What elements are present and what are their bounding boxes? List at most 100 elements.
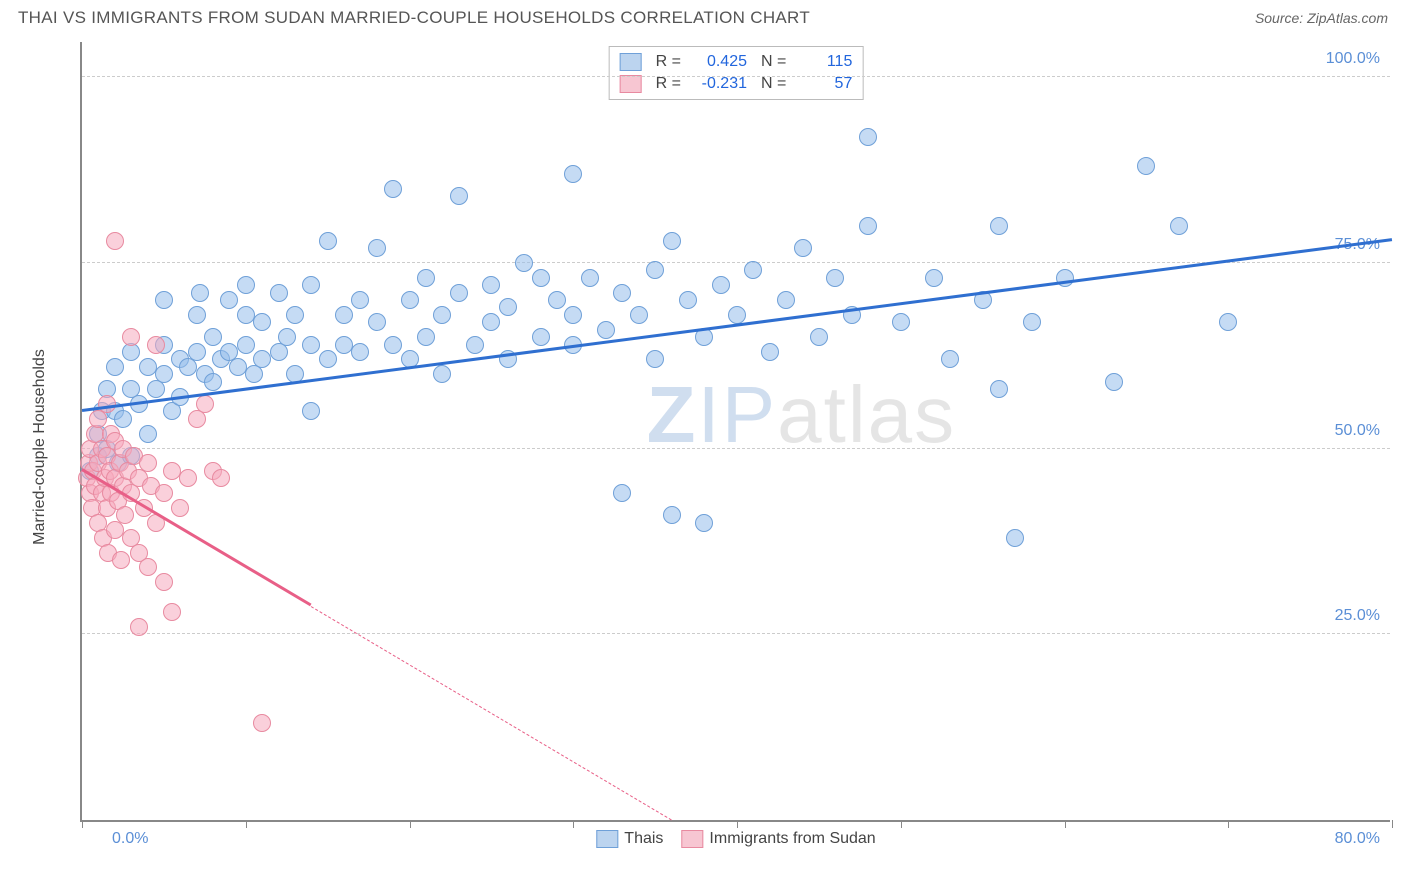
point-thais (482, 276, 500, 294)
point-sudan (155, 573, 173, 591)
point-thais (630, 306, 648, 324)
point-thais (368, 239, 386, 257)
trend-line (82, 238, 1392, 411)
point-thais (613, 484, 631, 502)
point-thais (548, 291, 566, 309)
point-thais (191, 284, 209, 302)
point-thais (1170, 217, 1188, 235)
trend-line (311, 606, 672, 820)
stats-row-0: R = 0.425 N = 115 (620, 51, 853, 73)
point-thais (384, 180, 402, 198)
point-thais (204, 373, 222, 391)
point-thais (1006, 529, 1024, 547)
point-sudan (122, 328, 140, 346)
point-thais (663, 232, 681, 250)
swatch-sudan (620, 75, 642, 93)
point-sudan (139, 558, 157, 576)
point-thais (417, 269, 435, 287)
point-thais (1023, 313, 1041, 331)
point-thais (450, 187, 468, 205)
point-thais (302, 276, 320, 294)
gridline (82, 633, 1390, 634)
point-thais (204, 328, 222, 346)
point-thais (925, 269, 943, 287)
y-axis-label: Married-couple Households (31, 349, 49, 545)
point-thais (351, 343, 369, 361)
point-thais (663, 506, 681, 524)
point-thais (810, 328, 828, 346)
point-sudan (112, 551, 130, 569)
point-thais (384, 336, 402, 354)
point-thais (466, 336, 484, 354)
point-thais (368, 313, 386, 331)
point-thais (278, 328, 296, 346)
point-thais (417, 328, 435, 346)
stats-legend: R = 0.425 N = 115 R = -0.231 N = 57 (609, 46, 864, 100)
point-thais (335, 336, 353, 354)
point-thais (679, 291, 697, 309)
point-thais (515, 254, 533, 272)
point-thais (695, 514, 713, 532)
point-thais (188, 306, 206, 324)
point-thais (712, 276, 730, 294)
point-sudan (130, 618, 148, 636)
point-thais (990, 217, 1008, 235)
point-thais (335, 306, 353, 324)
point-sudan (163, 462, 181, 480)
point-sudan (253, 714, 271, 732)
point-thais (270, 284, 288, 302)
point-thais (433, 365, 451, 383)
point-thais (229, 358, 247, 376)
gridline (82, 448, 1390, 449)
point-thais (253, 350, 271, 368)
point-sudan (171, 499, 189, 517)
xtick (901, 820, 902, 828)
xtick (1392, 820, 1393, 828)
point-thais (237, 276, 255, 294)
point-sudan (155, 484, 173, 502)
point-sudan (116, 506, 134, 524)
point-thais (646, 261, 664, 279)
point-thais (613, 284, 631, 302)
point-thais (859, 217, 877, 235)
point-thais (155, 365, 173, 383)
point-thais (114, 410, 132, 428)
r-value-1: -0.231 (693, 75, 747, 93)
point-thais (139, 425, 157, 443)
xtick (1228, 820, 1229, 828)
point-sudan (196, 395, 214, 413)
point-thais (646, 350, 664, 368)
point-thais (499, 298, 517, 316)
n-value-1: 57 (798, 75, 852, 93)
xtick (410, 820, 411, 828)
point-thais (777, 291, 795, 309)
point-thais (253, 313, 271, 331)
point-thais (106, 358, 124, 376)
point-thais (482, 313, 500, 331)
point-thais (990, 380, 1008, 398)
legend-item-sudan: Immigrants from Sudan (681, 830, 875, 848)
point-thais (237, 336, 255, 354)
point-thais (532, 269, 550, 287)
x-min-label: 0.0% (112, 830, 148, 848)
point-thais (744, 261, 762, 279)
point-thais (761, 343, 779, 361)
point-sudan (212, 469, 230, 487)
point-thais (532, 328, 550, 346)
point-sudan (106, 232, 124, 250)
point-sudan (139, 454, 157, 472)
plot-area: ZIPatlas R = 0.425 N = 115 R = -0.231 N … (80, 42, 1390, 822)
point-thais (319, 232, 337, 250)
point-thais (728, 306, 746, 324)
point-thais (220, 291, 238, 309)
n-value-0: 115 (798, 53, 852, 71)
point-thais (155, 291, 173, 309)
xtick (1065, 820, 1066, 828)
point-thais (581, 269, 599, 287)
point-thais (564, 165, 582, 183)
point-thais (401, 291, 419, 309)
point-thais (351, 291, 369, 309)
point-thais (941, 350, 959, 368)
ytick-label: 100.0% (1326, 50, 1380, 68)
point-thais (302, 402, 320, 420)
